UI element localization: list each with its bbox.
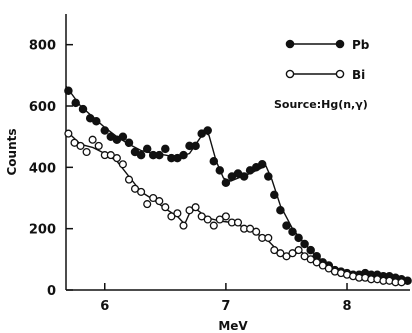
data-point-bi [94, 141, 103, 150]
data-point-pb [294, 233, 303, 243]
y-tick-label: 800 [29, 39, 56, 54]
data-point-bi [221, 212, 230, 221]
data-point-pb [215, 166, 225, 175]
data-point-bi [112, 154, 121, 163]
data-point-bi [185, 206, 194, 215]
data-point-bi [215, 215, 224, 224]
data-point-pb [124, 138, 134, 148]
legend-item-bi: Bi [285, 68, 365, 82]
source-annotation: Source:Hg(n,γ) [274, 98, 368, 111]
data-point-bi [233, 218, 243, 227]
data-point-bi [270, 246, 279, 255]
data-point-bi [203, 215, 212, 224]
x-axis-title: MeV [218, 319, 248, 333]
data-point-bi [294, 246, 303, 255]
data-point-pb [264, 172, 273, 181]
data-point-pb [78, 104, 88, 114]
data-point-bi [264, 233, 273, 242]
data-point-pb [161, 144, 170, 154]
data-point-bi [76, 141, 85, 150]
data-point-pb [300, 239, 309, 249]
y-tick-label: 200 [29, 223, 56, 238]
data-point-bi [209, 221, 218, 230]
y-tick-label: 600 [29, 100, 56, 115]
data-point-pb [288, 227, 297, 236]
data-point-pb [136, 150, 146, 160]
data-point-bi [124, 175, 134, 184]
y-tick-label: 0 [47, 284, 56, 299]
legend-marker-pb-right [335, 39, 345, 49]
x-tick-label: 7 [221, 299, 230, 314]
data-point-pb [155, 150, 164, 160]
data-point-bi [179, 221, 188, 230]
data-point-bi [252, 227, 261, 236]
data-point-pb [306, 245, 315, 255]
data-point-pb [191, 141, 200, 151]
data-point-bi [324, 264, 333, 273]
data-point-bi [88, 135, 97, 144]
legend-label-pb: Pb [352, 38, 370, 52]
data-point-pb [64, 86, 73, 95]
data-point-bi [155, 197, 164, 206]
data-point-bi [276, 249, 285, 258]
legend-marker-pb-left [285, 39, 295, 49]
data-point-pb [282, 221, 291, 230]
series-curve-pb [65, 85, 408, 282]
data-point-pb [270, 190, 279, 200]
series-points [64, 86, 412, 287]
data-point-bi [149, 193, 158, 203]
legend: Pb Bi Source:Hg(n,γ) [274, 38, 370, 111]
data-point-bi [137, 187, 146, 196]
data-point-pb [209, 156, 219, 166]
y-axis-title: Counts [5, 128, 19, 175]
legend-label-bi: Bi [352, 68, 365, 82]
legend-marker-bi-right [335, 69, 345, 79]
data-point-pb [100, 126, 110, 135]
data-point-pb [257, 160, 267, 169]
data-point-pb [118, 132, 128, 141]
legend-item-pb: Pb [285, 38, 370, 52]
data-point-bi [64, 129, 73, 138]
data-point-pb [71, 98, 80, 108]
data-point-bi [312, 258, 321, 267]
data-point-bi [161, 203, 170, 212]
data-point-bi [397, 278, 406, 287]
data-point-bi [118, 160, 127, 169]
data-point-bi [143, 200, 152, 209]
data-point-pb [92, 117, 101, 126]
data-point-pb [276, 206, 285, 215]
x-tick-label: 6 [100, 299, 109, 314]
ticks: 0 200 400 600 800 6 7 8 [29, 39, 352, 314]
x-tick-label: 8 [342, 299, 351, 314]
data-point-bi [82, 147, 91, 157]
data-point-bi [130, 184, 140, 193]
data-point-bi [191, 203, 200, 212]
y-tick-label: 400 [29, 161, 56, 176]
data-point-pb [221, 178, 231, 187]
data-point-pb [142, 144, 152, 154]
data-point-pb [239, 172, 249, 181]
plot-frame [65, 14, 410, 291]
series-curves [65, 85, 408, 283]
series-curve-bi [65, 129, 402, 283]
data-point-pb [203, 126, 212, 135]
data-point-pb [179, 150, 188, 160]
legend-marker-bi-left [285, 69, 295, 79]
data-point-bi [288, 249, 297, 258]
data-point-bi [173, 209, 182, 218]
